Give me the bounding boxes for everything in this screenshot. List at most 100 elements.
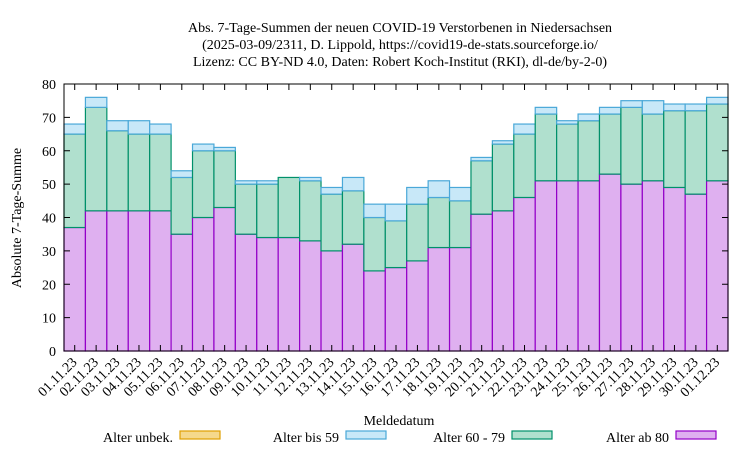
bar-alter-bis-59-03.11.23 — [106, 120, 129, 132]
bar-alter-ab-80-11.11.23 — [277, 236, 301, 352]
bar-alter-bis-59-16.11.23 — [384, 203, 408, 222]
bar-alter-ab-80-01.11.23 — [63, 226, 87, 352]
bar-alter-ab-80-27.11.23 — [620, 183, 643, 352]
bar-alter-ab-80-06.11.23 — [170, 233, 194, 352]
bar-alter-ab-80-05.11.23 — [149, 210, 172, 352]
chart-title-line-2: (2025-03-09/2311, D. Lippold, https://co… — [202, 38, 598, 53]
bar-alter-ab-80-17.11.23 — [406, 260, 429, 352]
bar-alter-60-79-21.11.23 — [491, 143, 515, 212]
bar-alter-60-79-11.11.23 — [277, 176, 301, 239]
bar-alter-ab-80-29.11.23 — [663, 186, 686, 352]
bar-alter-ab-80-10.11.23 — [256, 236, 279, 352]
bar-alter-ab-80-04.11.23 — [127, 210, 151, 352]
bar-alter-60-79-02.11.23 — [84, 106, 108, 212]
legend-swatch-alter-bis-59 — [345, 430, 387, 440]
bar-alter-bis-59-08.11.23 — [213, 146, 236, 152]
bar-alter-bis-59-04.11.23 — [127, 120, 151, 135]
bar-alter-ab-80-09.11.23 — [234, 233, 258, 352]
bar-alter-bis-59-29.11.23 — [663, 103, 686, 112]
axes-layer: 0102030405060708001.11.2302.11.2303.11.2… — [36, 78, 729, 400]
bar-alter-60-79-22.11.23 — [513, 133, 536, 199]
bar-alter-ab-80-02.11.23 — [84, 210, 108, 352]
bar-alter-ab-80-14.11.23 — [341, 243, 365, 352]
bar-alter-60-79-15.11.23 — [363, 216, 386, 272]
bar-alter-60-79-10.11.23 — [256, 183, 279, 239]
bar-alter-60-79-26.11.23 — [598, 113, 622, 175]
bar-alter-ab-80-16.11.23 — [384, 266, 408, 352]
bar-alter-bis-59-17.11.23 — [406, 186, 429, 205]
y-tick-label-40: 40 — [42, 212, 56, 227]
bar-alter-bis-59-21.11.23 — [491, 140, 515, 145]
bar-alter-bis-59-30.11.23 — [684, 103, 708, 112]
bars-layer — [63, 96, 729, 352]
bar-alter-60-79-23.11.23 — [534, 113, 558, 182]
bar-alter-bis-59-07.11.23 — [191, 143, 215, 152]
bar-alter-ab-80-08.11.23 — [213, 206, 236, 352]
chart-title: Abs. 7-Tage-Summen der neuen COVID-19 Ve… — [188, 21, 612, 70]
legend-swatch-alter-60-79 — [511, 430, 553, 440]
bar-alter-60-79-08.11.23 — [213, 150, 236, 209]
bar-alter-bis-59-14.11.23 — [341, 176, 365, 192]
legend-swatch-alter-ab-80 — [675, 430, 717, 440]
bar-alter-60-79-30.11.23 — [684, 110, 708, 195]
bar-alter-ab-80-15.11.23 — [363, 270, 386, 352]
bar-alter-bis-59-06.11.23 — [170, 170, 194, 179]
bar-alter-ab-80-19.11.23 — [448, 246, 472, 352]
bar-alter-bis-59-19.11.23 — [448, 186, 472, 202]
bar-alter-bis-59-25.11.23 — [577, 113, 601, 122]
bar-alter-60-79-04.11.23 — [127, 133, 151, 212]
bar-alter-ab-80-26.11.23 — [598, 173, 622, 352]
bar-alter-ab-80-03.11.23 — [106, 210, 129, 352]
bar-alter-60-79-01.11.23 — [63, 133, 87, 229]
y-tick-label-60: 60 — [42, 145, 56, 160]
bar-alter-60-79-12.11.23 — [299, 180, 322, 242]
bar-alter-ab-80-21.11.23 — [491, 210, 515, 352]
bar-alter-60-79-17.11.23 — [406, 203, 429, 262]
x-axis-label: Meldedatum — [364, 414, 435, 429]
bar-alter-bis-59-02.11.23 — [84, 96, 108, 108]
bar-alter-60-79-07.11.23 — [191, 150, 215, 219]
bar-alter-ab-80-30.11.23 — [684, 193, 708, 352]
y-tick-label-70: 70 — [42, 111, 56, 126]
bar-alter-60-79-18.11.23 — [427, 196, 451, 249]
legend-label-alter-unbek: Alter unbek. — [103, 431, 173, 446]
bar-alter-ab-80-22.11.23 — [513, 196, 536, 352]
bar-alter-bis-59-28.11.23 — [641, 100, 665, 115]
bar-alter-bis-59-27.11.23 — [620, 100, 643, 108]
chart-title-line-1: Abs. 7-Tage-Summen der neuen COVID-19 Ve… — [188, 21, 612, 36]
y-tick-label-50: 50 — [42, 178, 56, 193]
bar-alter-60-79-25.11.23 — [577, 120, 601, 182]
y-tick-label-80: 80 — [42, 78, 56, 93]
bar-alter-ab-80-18.11.23 — [427, 246, 451, 352]
y-axis-label: Absolute 7-Tage-Summe — [10, 148, 25, 288]
bar-alter-60-79-14.11.23 — [341, 190, 365, 245]
bar-alter-ab-80-12.11.23 — [299, 240, 322, 352]
bar-alter-60-79-03.11.23 — [106, 130, 129, 212]
legend-swatch-alter-unbek — [179, 430, 221, 440]
bar-alter-bis-59-20.11.23 — [470, 156, 493, 162]
bar-alter-bis-59-12.11.23 — [299, 176, 322, 182]
bar-alter-bis-59-10.11.23 — [256, 180, 279, 185]
bar-alter-60-79-16.11.23 — [384, 220, 408, 269]
bar-alter-ab-80-28.11.23 — [641, 180, 665, 352]
bar-alter-60-79-27.11.23 — [620, 106, 643, 185]
bar-alter-60-79-20.11.23 — [470, 160, 493, 215]
bar-alter-60-79-06.11.23 — [170, 176, 194, 235]
legend: Alter unbek. Alter bis 59 Alter 60 - 79 Alt… — [103, 430, 717, 446]
legend-label-alter-bis-59: Alter bis 59 — [273, 431, 339, 446]
y-tick-label-0: 0 — [49, 345, 56, 360]
bar-alter-ab-80-20.11.23 — [470, 213, 493, 352]
chart-title-line-3: Lizenz: CC BY-ND 4.0, Daten: Robert Koch… — [193, 55, 607, 70]
bar-alter-ab-80-13.11.23 — [320, 250, 344, 352]
bar-alter-bis-59-22.11.23 — [513, 123, 536, 135]
bar-alter-bis-59-01.11.23 — [63, 123, 87, 135]
bar-alter-ab-80-23.11.23 — [534, 180, 558, 352]
bar-alter-60-79-13.11.23 — [320, 193, 344, 252]
bar-alter-bis-59-18.11.23 — [427, 180, 451, 199]
legend-label-alter-60-79: Alter 60 - 79 — [433, 431, 505, 446]
bar-alter-ab-80-24.11.23 — [556, 180, 579, 352]
legend-label-alter-ab-80: Alter ab 80 — [606, 431, 669, 446]
bar-alter-60-79-29.11.23 — [663, 110, 686, 189]
bar-alter-ab-80-07.11.23 — [191, 216, 215, 352]
bar-alter-ab-80-01.12.23 — [705, 180, 729, 352]
